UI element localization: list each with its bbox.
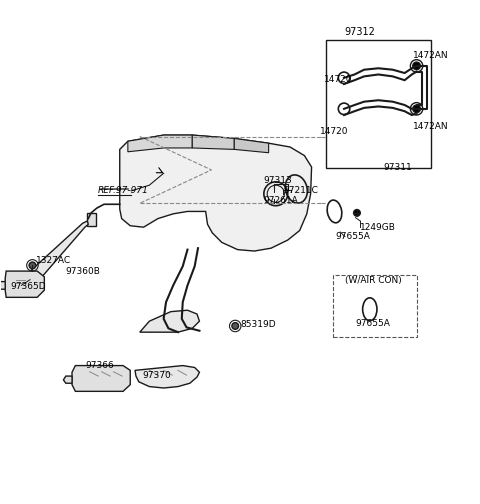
Text: 97312: 97312: [344, 27, 375, 36]
Text: 14720: 14720: [320, 127, 348, 136]
Text: 1249GB: 1249GB: [360, 223, 396, 232]
Circle shape: [232, 323, 239, 329]
Circle shape: [413, 62, 420, 70]
Polygon shape: [135, 365, 199, 388]
Text: 1472AN: 1472AN: [413, 51, 448, 60]
Polygon shape: [192, 135, 234, 149]
Polygon shape: [28, 221, 88, 278]
Circle shape: [354, 210, 360, 216]
Text: 1327AC: 1327AC: [36, 256, 71, 265]
Text: 97261A: 97261A: [263, 196, 298, 205]
Text: 85319D: 85319D: [240, 320, 276, 329]
Polygon shape: [63, 376, 72, 383]
Polygon shape: [72, 365, 130, 391]
Bar: [326, 40, 431, 168]
Text: 97366: 97366: [85, 361, 114, 370]
Polygon shape: [234, 139, 269, 153]
Polygon shape: [0, 282, 5, 289]
Text: 1472AN: 1472AN: [413, 122, 448, 132]
Polygon shape: [120, 135, 312, 251]
Text: 97365D: 97365D: [10, 282, 46, 291]
Text: 97370: 97370: [142, 370, 171, 380]
Circle shape: [413, 105, 420, 113]
Text: 97655A: 97655A: [336, 232, 370, 241]
Polygon shape: [128, 135, 192, 152]
Text: 97313: 97313: [263, 176, 292, 185]
Circle shape: [29, 262, 36, 269]
Text: 97360B: 97360B: [66, 267, 101, 276]
Text: (W/AIR CON): (W/AIR CON): [345, 276, 402, 285]
Text: 97655A: 97655A: [356, 319, 390, 328]
Polygon shape: [140, 310, 199, 332]
Polygon shape: [87, 213, 96, 226]
Bar: [333, 275, 417, 337]
Polygon shape: [5, 271, 44, 297]
Text: 97211C: 97211C: [283, 186, 318, 196]
Text: REF.97-971: REF.97-971: [98, 186, 149, 196]
Text: 97311: 97311: [383, 163, 412, 171]
Text: 14720: 14720: [324, 75, 352, 84]
